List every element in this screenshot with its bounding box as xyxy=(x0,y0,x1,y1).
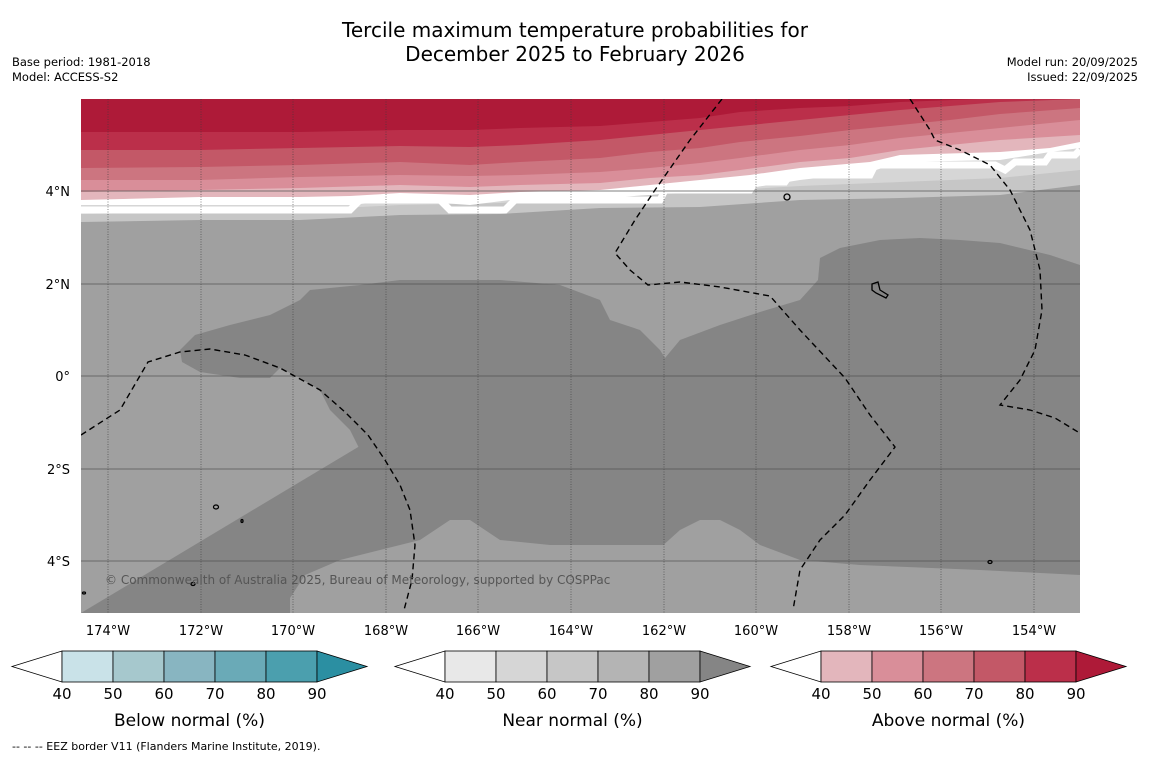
legend-tick: 90 xyxy=(1066,685,1085,703)
lon-tick-label: 162°W xyxy=(642,624,686,639)
legend-swatch xyxy=(265,650,318,683)
issued-date: Issued: 22/09/2025 xyxy=(1027,70,1138,84)
legend-0: 40 50 60 70 80 90 Below normal (%) xyxy=(10,650,369,731)
legend-tick: 80 xyxy=(256,685,275,703)
legend-2: 40 50 60 70 80 90 Above normal (%) xyxy=(769,650,1128,731)
legend-swatch xyxy=(820,650,873,683)
lat-tick-label: 0° xyxy=(55,370,70,385)
legend-tick: 70 xyxy=(205,685,224,703)
legend-swatch xyxy=(648,650,701,683)
eez-footnote: -- -- -- EEZ border V11 (Flanders Marine… xyxy=(12,740,321,753)
legend-tick: 50 xyxy=(103,685,122,703)
latitude-labels: 4°N 2°N 0° 2°S 4°S xyxy=(46,185,71,570)
lon-tick-label: 166°W xyxy=(456,624,500,639)
legend-tick: 50 xyxy=(486,685,505,703)
lat-tick-label: 2°S xyxy=(47,463,70,478)
meta-right: Model run: 20/09/2025 Issued: 22/09/2025 xyxy=(1007,55,1138,85)
lon-tick-label: 174°W xyxy=(86,624,130,639)
lon-tick-label: 154°W xyxy=(1012,624,1056,639)
legend-tick: 80 xyxy=(1015,685,1034,703)
island-edge xyxy=(81,591,87,595)
tercile-boundary-line xyxy=(81,147,1080,214)
legend-swatch xyxy=(871,650,924,683)
legend-low-extension xyxy=(393,650,446,683)
legend-swatch xyxy=(597,650,650,683)
lat-tick-label: 4°S xyxy=(47,555,70,570)
near-normal-90-region xyxy=(81,238,1080,613)
legend-swatch xyxy=(1024,650,1077,683)
island-east xyxy=(987,559,993,565)
legend-tick: 60 xyxy=(537,685,556,703)
islands xyxy=(81,193,993,595)
legend-swatch xyxy=(112,650,165,683)
legend-high-extension xyxy=(1075,650,1128,683)
legend-label: Near normal (%) xyxy=(502,711,642,731)
legend-swatch xyxy=(61,650,114,683)
legend-label: Below normal (%) xyxy=(114,711,265,731)
island-west-c xyxy=(190,581,196,587)
legend-high-extension xyxy=(316,650,369,683)
lon-tick-label: 158°W xyxy=(827,624,871,639)
island-north xyxy=(783,193,791,201)
legend-swatch xyxy=(214,650,267,683)
lat-tick-label: 2°N xyxy=(46,278,71,293)
title-line-2: December 2025 to February 2026 xyxy=(405,42,745,66)
lon-tick-label: 156°W xyxy=(919,624,963,639)
legend-low-extension xyxy=(10,650,63,683)
title-line-1: Tercile maximum temperature probabilitie… xyxy=(342,18,808,42)
copyright-notice: © Commonwealth of Australia 2025, Bureau… xyxy=(105,573,610,587)
eez-border-east xyxy=(909,99,1079,433)
model-run: Model run: 20/09/2025 xyxy=(1006,55,1138,69)
legend-tick: 40 xyxy=(52,685,71,703)
legend-tick: 60 xyxy=(154,685,173,703)
legend-swatch xyxy=(973,650,1026,683)
map-layers xyxy=(81,99,1080,613)
legend-tick: 90 xyxy=(690,685,709,703)
legend-tick: 70 xyxy=(588,685,607,703)
eez-border-west xyxy=(81,348,416,611)
island-west-a xyxy=(212,504,220,510)
chart-title: Tercile maximum temperature probabilitie… xyxy=(0,18,1150,66)
above-normal-90-band xyxy=(81,99,980,132)
colorbar-legends: 40 50 60 70 80 90 Below normal (%) 40 50 60 70 80 90… xyxy=(10,650,1128,731)
legend-tick: 70 xyxy=(964,685,983,703)
lon-tick-label: 172°W xyxy=(179,624,223,639)
legend-tick: 90 xyxy=(307,685,326,703)
lon-tick-label: 170°W xyxy=(271,624,315,639)
legend-swatch xyxy=(546,650,599,683)
legend-swatch xyxy=(495,650,548,683)
legend-1: 40 50 60 70 80 90 Near normal (%) xyxy=(393,650,752,731)
legend-low-extension xyxy=(769,650,822,683)
longitude-labels: 174°W 172°W 170°W 168°W 166°W 164°W 162°W 160°W… xyxy=(86,624,1056,639)
legend-tick: 50 xyxy=(862,685,881,703)
legend-high-extension xyxy=(699,650,752,683)
lon-tick-label: 160°W xyxy=(734,624,778,639)
base-period: Base period: 1981-2018 xyxy=(12,55,151,69)
map-gridlines xyxy=(81,99,1080,613)
eez-borders xyxy=(81,99,1079,611)
legend-tick: 60 xyxy=(913,685,932,703)
island-kiritimati xyxy=(871,281,889,299)
lon-tick-label: 164°W xyxy=(549,624,593,639)
legend-label: Above normal (%) xyxy=(872,711,1025,731)
legend-swatch xyxy=(163,650,216,683)
legend-swatch xyxy=(922,650,975,683)
island-west-b xyxy=(240,518,244,524)
legend-tick: 40 xyxy=(811,685,830,703)
lon-tick-label: 168°W xyxy=(364,624,408,639)
legend-tick: 80 xyxy=(639,685,658,703)
meta-left: Base period: 1981-2018 Model: ACCESS-S2 xyxy=(12,55,151,85)
lat-tick-label: 4°N xyxy=(46,185,71,200)
legend-tick: 40 xyxy=(435,685,454,703)
legend-swatch xyxy=(444,650,497,683)
model-name: Model: ACCESS-S2 xyxy=(12,70,119,84)
